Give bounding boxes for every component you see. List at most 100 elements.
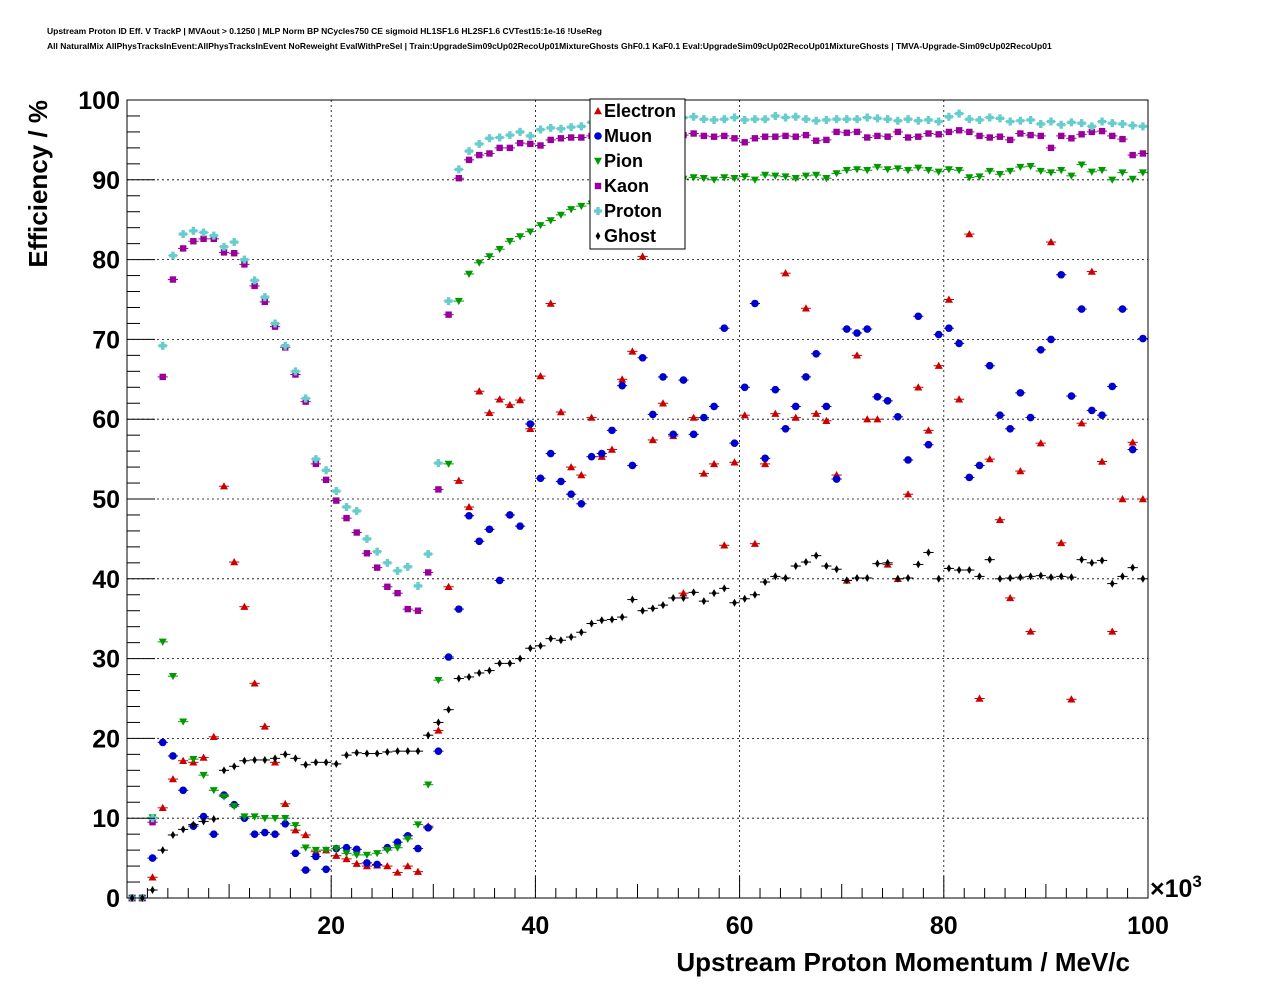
axes: 20 40 60 80 100 0 10 20 30 40 50 60 70 80 90 100: [78, 87, 1169, 940]
data-point-pion: [209, 787, 218, 795]
data-point-pion: [485, 253, 494, 261]
data-point-muon: [516, 522, 524, 530]
data-point-muon: [659, 373, 667, 381]
data-point-proton: [373, 547, 382, 556]
data-point-ghost: [558, 636, 564, 645]
data-point-muon: [261, 828, 269, 837]
data-point-muon: [169, 752, 177, 760]
data-point-pion: [1036, 167, 1045, 176]
data-point-muon: [1057, 270, 1066, 279]
data-point-proton: [219, 242, 228, 251]
data-point-kaon: [435, 486, 442, 493]
data-point-pion: [505, 238, 514, 246]
data-point-kaon: [179, 245, 187, 252]
data-point-kaon: [169, 276, 177, 283]
data-point-ghost: [190, 820, 196, 829]
data-point-muon: [567, 490, 575, 499]
data-point-electron: [352, 859, 361, 867]
data-point-kaon: [1078, 131, 1085, 138]
data-point-muon: [720, 324, 729, 333]
data-point-ghost: [456, 674, 462, 683]
data-point-pion: [1057, 167, 1066, 175]
data-point-muon: [934, 330, 943, 339]
data-point-pion: [1087, 168, 1096, 176]
data-point-muon: [587, 452, 596, 461]
data-point-muon: [363, 859, 371, 867]
data-point-pion: [271, 815, 280, 823]
data-point-electron: [1118, 495, 1127, 503]
series-electron: [127, 230, 1148, 902]
data-point-ghost: [466, 672, 472, 681]
data-point-pion: [362, 851, 371, 859]
data-point-kaon: [455, 175, 463, 182]
data-point-ghost: [875, 559, 880, 568]
data-point-proton: [812, 116, 821, 125]
data-point-ghost: [395, 747, 400, 756]
data-point-ghost: [364, 749, 370, 758]
data-point-proton: [424, 550, 433, 559]
data-point-proton: [465, 147, 474, 156]
y-tick-label: 100: [78, 87, 120, 115]
data-point-proton: [505, 131, 514, 140]
data-point-ghost: [252, 755, 258, 764]
data-point-proton: [1087, 122, 1096, 131]
data-point-muon: [863, 325, 872, 333]
data-point-pion: [495, 246, 504, 254]
data-point-ghost: [1140, 574, 1146, 583]
data-point-proton: [863, 113, 872, 122]
data-point-electron: [965, 230, 974, 238]
data-point-proton: [413, 581, 422, 590]
data-point-proton: [260, 293, 269, 302]
data-point-ghost: [926, 548, 931, 557]
data-point-kaon: [1139, 150, 1147, 157]
data-point-muon: [710, 402, 718, 411]
data-point-ghost: [487, 666, 492, 675]
chart-title-line-1: Upstream Proton ID Eff. V TrackP | MVAou…: [47, 26, 602, 36]
data-point-muon: [424, 823, 432, 832]
data-point-electron: [659, 399, 668, 407]
data-point-pion: [781, 173, 790, 181]
data-point-pion: [904, 167, 913, 175]
data-point-proton: [1098, 117, 1107, 126]
data-point-muon: [455, 605, 463, 613]
data-point-pion: [699, 175, 708, 183]
data-point-proton: [822, 115, 831, 124]
data-point-muon: [955, 339, 963, 348]
data-point-electron: [556, 408, 565, 416]
data-point-kaon: [700, 132, 708, 140]
data-point-ghost: [1079, 555, 1085, 564]
data-point-ghost: [619, 613, 625, 622]
data-point-pion: [250, 813, 259, 821]
data-point-pion: [383, 846, 392, 855]
data-point-ghost: [803, 558, 809, 567]
data-point-proton: [771, 111, 780, 120]
data-point-muon: [985, 361, 994, 370]
data-point-ghost: [987, 555, 993, 564]
data-point-ghost: [374, 749, 380, 758]
data-point-kaon: [741, 139, 748, 146]
data-point-ghost: [946, 564, 952, 573]
data-point-pion: [689, 174, 698, 182]
data-point-kaon: [496, 144, 503, 152]
data-point-proton: [914, 116, 923, 125]
data-point-electron: [281, 799, 290, 808]
data-point-electron: [260, 722, 269, 730]
data-point-kaon: [537, 142, 544, 149]
data-point-muon: [577, 499, 586, 508]
data-point-muon: [608, 426, 616, 435]
data-point-proton: [567, 123, 576, 132]
data-point-ghost: [599, 616, 605, 625]
data-point-kaon: [1098, 127, 1106, 135]
data-point-ghost: [752, 590, 758, 599]
data-point-pion: [801, 172, 810, 180]
data-point-ghost: [732, 598, 737, 607]
y-tick-label: 20: [92, 725, 120, 753]
data-point-muon: [781, 424, 790, 433]
data-point-electron: [1077, 419, 1086, 427]
data-point-proton: [189, 226, 198, 235]
data-point-proton: [1036, 119, 1045, 128]
data-point-proton: [965, 115, 974, 124]
y-tick-label: 60: [92, 406, 120, 434]
data-point-ghost: [1089, 558, 1095, 567]
data-point-proton: [873, 114, 882, 123]
